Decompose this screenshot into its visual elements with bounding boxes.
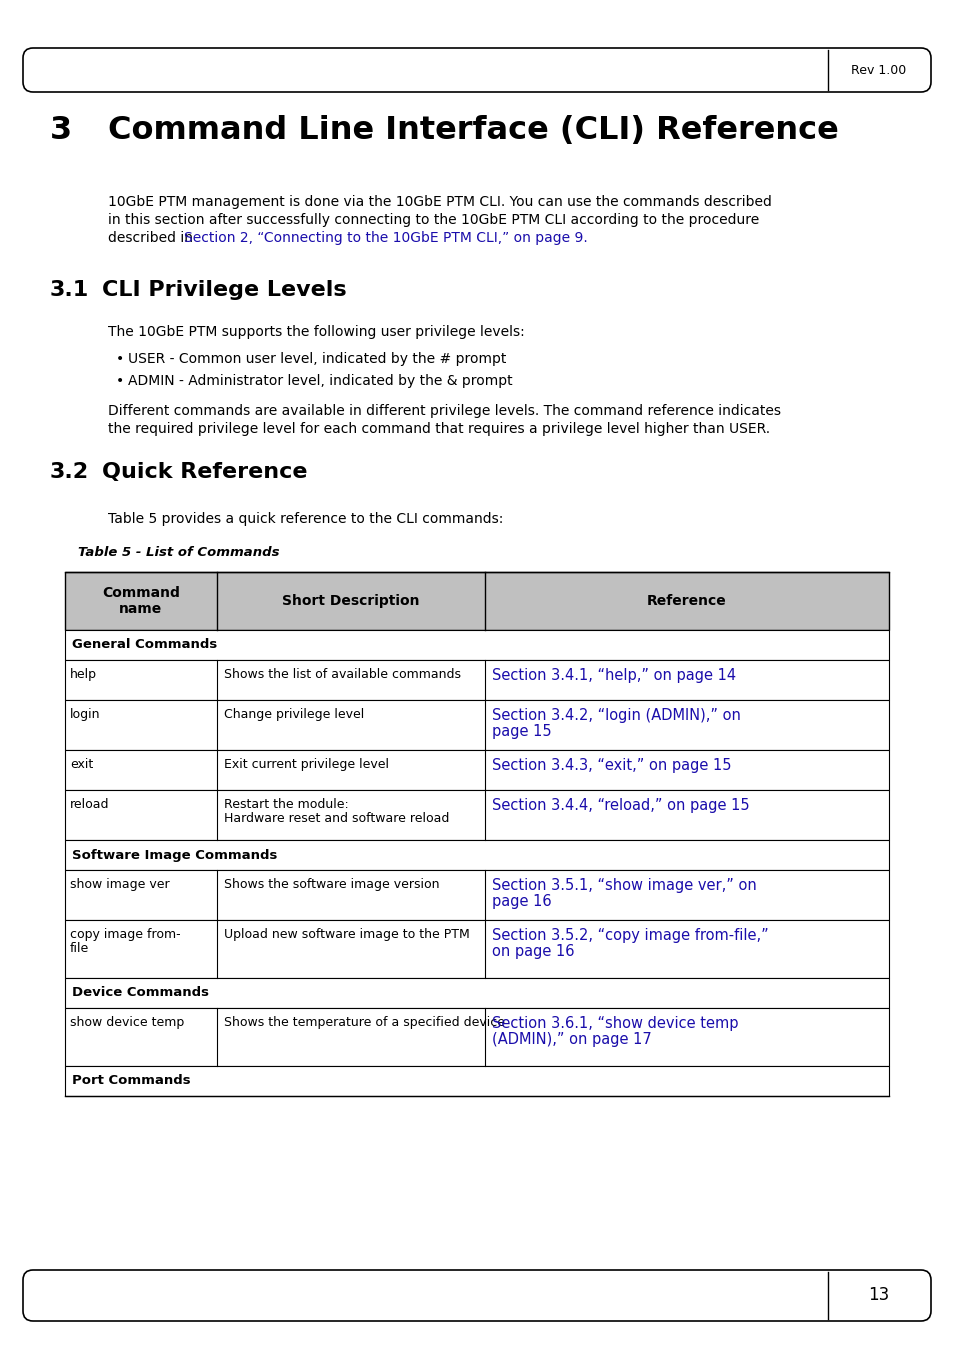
Text: CLI Privilege Levels: CLI Privilege Levels <box>102 279 346 300</box>
Text: login: login <box>70 707 100 721</box>
Bar <box>65 630 888 660</box>
Bar <box>65 701 888 751</box>
Text: Quick Reference: Quick Reference <box>102 462 307 482</box>
Text: Table 5 - List of Commands: Table 5 - List of Commands <box>78 545 279 559</box>
Text: Rev 1.00: Rev 1.00 <box>850 63 905 77</box>
Text: (ADMIN),” on page 17: (ADMIN),” on page 17 <box>492 1031 651 1048</box>
Text: reload: reload <box>70 798 110 811</box>
Text: page 16: page 16 <box>492 894 551 909</box>
Text: Section 3.5.2, “copy image from-file,”: Section 3.5.2, “copy image from-file,” <box>492 927 768 944</box>
Text: show device temp: show device temp <box>70 1017 184 1029</box>
FancyBboxPatch shape <box>23 49 930 92</box>
Text: the required privilege level for each command that requires a privilege level hi: the required privilege level for each co… <box>108 423 769 436</box>
Bar <box>65 790 888 840</box>
Bar <box>65 919 888 977</box>
Text: Shows the list of available commands: Shows the list of available commands <box>224 668 460 680</box>
Text: Reference: Reference <box>646 594 726 608</box>
Text: Section 3.4.3, “exit,” on page 15: Section 3.4.3, “exit,” on page 15 <box>492 757 731 774</box>
Text: Shows the software image version: Shows the software image version <box>224 878 439 891</box>
Text: Command Line Interface (CLI) Reference: Command Line Interface (CLI) Reference <box>108 115 838 146</box>
Bar <box>65 840 888 869</box>
Text: Restart the module:: Restart the module: <box>224 798 349 811</box>
Text: USER - Common user level, indicated by the # prompt: USER - Common user level, indicated by t… <box>128 352 506 366</box>
Text: Table 5 provides a quick reference to the CLI commands:: Table 5 provides a quick reference to th… <box>108 512 503 526</box>
Text: Software Image Commands: Software Image Commands <box>71 849 277 861</box>
Bar <box>65 572 888 630</box>
Text: Section 3.4.4, “reload,” on page 15: Section 3.4.4, “reload,” on page 15 <box>492 798 749 813</box>
Text: copy image from-: copy image from- <box>70 927 180 941</box>
Text: 3: 3 <box>50 115 72 146</box>
Text: Section 3.5.1, “show image ver,” on: Section 3.5.1, “show image ver,” on <box>492 878 756 892</box>
Text: 13: 13 <box>867 1287 888 1304</box>
Text: General Commands: General Commands <box>71 639 217 652</box>
Text: Section 3.6.1, “show device temp: Section 3.6.1, “show device temp <box>492 1017 738 1031</box>
Text: Device Commands: Device Commands <box>71 987 209 999</box>
Text: help: help <box>70 668 97 680</box>
Text: Change privilege level: Change privilege level <box>224 707 364 721</box>
Text: Command
name: Command name <box>102 586 180 616</box>
Text: Port Commands: Port Commands <box>71 1075 191 1088</box>
FancyBboxPatch shape <box>23 1270 930 1322</box>
Bar <box>65 869 888 919</box>
Text: 10GbE PTM management is done via the 10GbE PTM CLI. You can use the commands des: 10GbE PTM management is done via the 10G… <box>108 194 771 209</box>
Text: Different commands are available in different privilege levels. The command refe: Different commands are available in diff… <box>108 404 781 418</box>
Text: Short Description: Short Description <box>282 594 419 608</box>
Text: page 15: page 15 <box>492 724 551 738</box>
Text: show image ver: show image ver <box>70 878 170 891</box>
Text: Section 2, “Connecting to the 10GbE PTM CLI,” on page 9.: Section 2, “Connecting to the 10GbE PTM … <box>184 231 587 244</box>
Bar <box>65 1008 888 1066</box>
Text: Section 3.4.1, “help,” on page 14: Section 3.4.1, “help,” on page 14 <box>492 668 736 683</box>
Bar <box>65 751 888 790</box>
Bar <box>65 660 888 701</box>
Text: exit: exit <box>70 757 93 771</box>
Text: file: file <box>70 942 90 954</box>
Text: •: • <box>116 374 124 387</box>
Text: •: • <box>116 352 124 366</box>
Text: Shows the temperature of a specified device: Shows the temperature of a specified dev… <box>224 1017 504 1029</box>
Text: on page 16: on page 16 <box>492 944 574 958</box>
Text: ADMIN - Administrator level, indicated by the & prompt: ADMIN - Administrator level, indicated b… <box>128 374 512 387</box>
Bar <box>65 977 888 1008</box>
Text: described in: described in <box>108 231 197 244</box>
Bar <box>65 1066 888 1096</box>
Text: Hardware reset and software reload: Hardware reset and software reload <box>224 811 449 825</box>
Text: in this section after successfully connecting to the 10GbE PTM CLI according to : in this section after successfully conne… <box>108 213 759 227</box>
Text: 3.2: 3.2 <box>50 462 89 482</box>
Text: Exit current privilege level: Exit current privilege level <box>224 757 389 771</box>
Text: Section 3.4.2, “login (ADMIN),” on: Section 3.4.2, “login (ADMIN),” on <box>492 707 740 724</box>
Text: Upload new software image to the PTM: Upload new software image to the PTM <box>224 927 469 941</box>
Text: The 10GbE PTM supports the following user privilege levels:: The 10GbE PTM supports the following use… <box>108 325 524 339</box>
Text: 3.1: 3.1 <box>50 279 90 300</box>
